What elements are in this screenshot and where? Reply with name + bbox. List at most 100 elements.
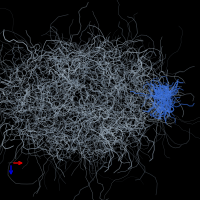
Point [163,85,166,88]
Point [99,69,102,72]
Point [89,108,92,111]
Point [165,93,168,96]
Point [110,64,113,67]
Point [165,107,168,110]
Point [96,128,99,131]
Point [102,140,105,143]
Point [132,82,135,85]
Point [160,88,164,92]
Point [31,114,35,117]
Point [25,91,28,94]
Point [81,141,84,144]
Point [120,82,123,85]
Point [119,84,122,87]
Point [115,98,118,102]
Point [125,81,128,85]
Point [123,64,127,67]
Point [77,145,81,148]
Point [156,90,159,94]
Point [92,122,95,125]
Point [71,112,74,116]
Point [57,135,60,138]
Point [54,61,57,64]
Point [65,75,68,79]
Point [75,137,79,140]
Point [129,76,132,80]
Point [89,148,93,151]
Point [47,84,50,87]
Point [113,101,116,104]
Point [47,139,50,142]
Point [166,92,169,95]
Point [37,58,40,61]
Point [28,90,31,93]
Point [62,94,65,98]
Point [153,90,156,93]
Point [117,105,120,108]
Point [157,109,161,112]
Point [69,131,72,134]
Point [131,107,134,110]
Point [50,124,53,127]
Point [79,75,82,78]
Point [67,85,71,88]
Point [119,94,122,97]
Point [29,127,32,130]
Point [82,57,85,61]
Point [151,86,154,89]
Point [46,89,49,92]
Point [44,78,47,81]
Point [161,97,164,100]
Point [147,115,151,118]
Point [104,97,107,100]
Point [50,142,53,145]
Point [66,92,69,95]
Point [59,139,62,142]
Point [31,76,34,80]
Point [17,122,20,126]
Point [130,102,133,105]
Point [59,64,63,67]
Point [73,84,76,87]
Point [54,128,57,132]
Point [170,102,173,105]
Point [109,60,112,63]
Point [142,65,146,69]
Point [37,75,40,78]
Point [127,139,130,142]
Point [50,141,53,144]
Point [143,105,146,108]
Point [54,71,57,74]
Point [95,117,98,120]
Point [162,104,165,107]
Point [75,79,78,82]
Point [82,78,85,81]
Point [29,84,33,87]
Point [71,54,74,57]
Point [157,107,160,110]
Point [52,84,55,87]
Point [24,65,27,68]
Point [117,94,120,97]
Point [45,65,48,68]
Point [158,108,161,111]
Point [76,68,80,72]
Point [47,49,51,53]
Point [143,116,147,119]
Point [101,65,104,69]
Point [16,75,19,79]
Point [168,98,171,101]
Point [111,59,114,62]
Point [164,89,167,92]
Point [34,100,37,103]
Point [46,102,49,105]
Point [78,142,81,146]
Point [20,91,23,94]
Point [110,145,113,148]
Point [3,95,6,98]
Point [123,129,126,132]
Point [117,96,120,100]
Point [158,89,162,92]
Point [138,97,141,100]
Point [7,90,10,94]
